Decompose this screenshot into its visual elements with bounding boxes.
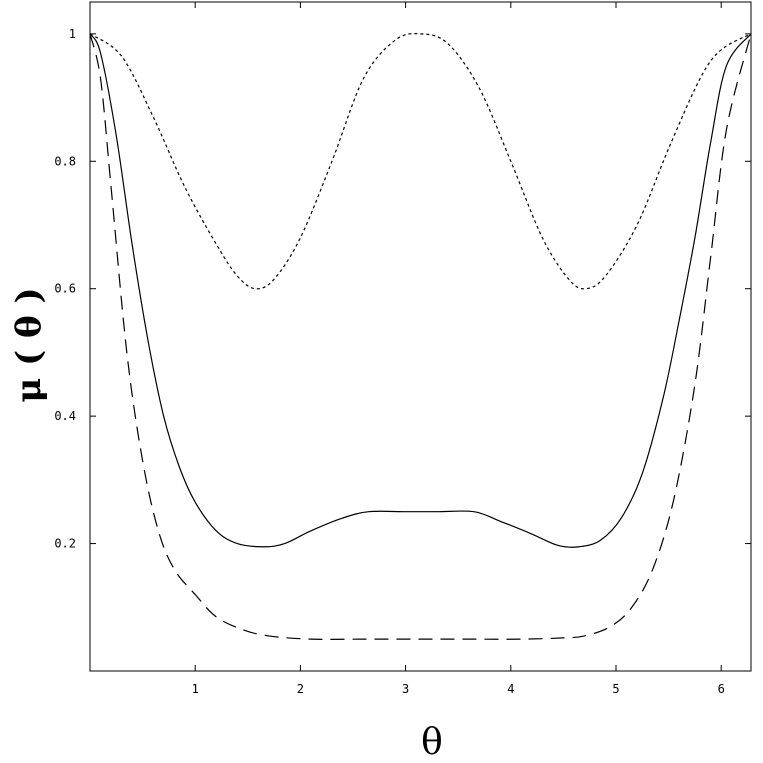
series-line-long-dashed: [89, 33, 752, 640]
y-tick-label: 0.8: [54, 154, 76, 168]
y-tick-label: 0.6: [54, 282, 76, 296]
x-tick-label: 1: [192, 682, 199, 696]
plot-frame: [89, 1, 752, 672]
y-axis-title: μ ( θ ): [9, 287, 49, 402]
series-line-solid: [89, 33, 752, 548]
x-tick-label: 5: [612, 682, 619, 696]
y-axis-ticks: 0.2 0.4 0.6 0.8 1: [54, 27, 751, 551]
y-tick-label: 0.2: [54, 537, 76, 551]
series-layer: [89, 32, 752, 640]
x-tick-label: 3: [402, 682, 409, 696]
x-axis-ticks: 1 2 3 4 5 6: [192, 2, 725, 696]
x-tick-label: 4: [507, 682, 514, 696]
y-tick-label: 0.4: [54, 409, 76, 423]
series-line-short-dashed: [89, 32, 752, 290]
x-tick-label: 2: [297, 682, 304, 696]
x-axis-title: θ: [421, 722, 443, 763]
x-tick-label: 6: [718, 682, 725, 696]
y-tick-label: 1: [69, 27, 76, 41]
